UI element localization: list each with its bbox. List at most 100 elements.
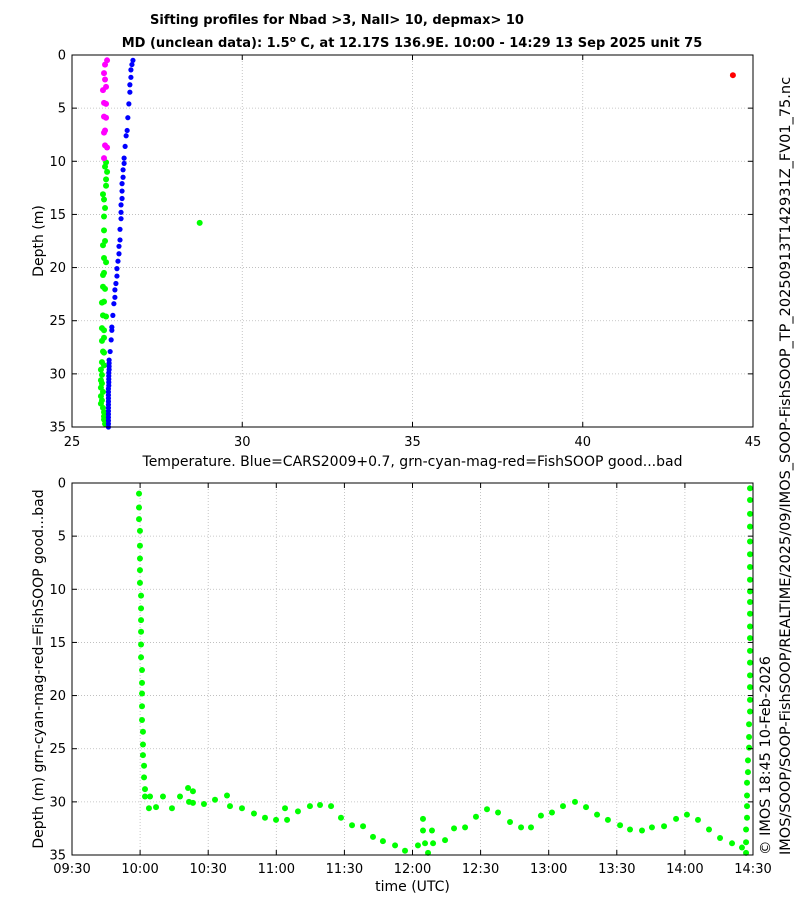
- data-point-blue: [118, 202, 124, 208]
- data-point-green: [139, 741, 146, 748]
- data-point-blue: [109, 327, 115, 333]
- data-point-blue: [116, 243, 122, 249]
- data-point-magenta: [104, 144, 111, 151]
- data-point-green: [747, 623, 753, 630]
- data-point-blue: [119, 188, 125, 194]
- data-point-green: [101, 409, 108, 416]
- data-point-green: [138, 592, 145, 599]
- data-point-blue: [122, 143, 128, 150]
- x-tick-label: 09:30: [53, 862, 90, 877]
- data-point-blue: [121, 160, 127, 167]
- data-point-magenta: [99, 87, 106, 94]
- data-point-blue: [114, 266, 120, 272]
- data-point-green: [101, 196, 108, 203]
- data-point-green: [537, 812, 544, 819]
- data-point-green: [102, 163, 109, 170]
- data-point-green: [744, 769, 751, 776]
- data-point-green: [430, 840, 437, 847]
- data-point-blue: [119, 195, 125, 202]
- data-point-green: [238, 805, 245, 812]
- data-point-green: [747, 610, 753, 617]
- data-point-green: [743, 839, 750, 846]
- x-axis-label: time (UTC): [375, 879, 450, 895]
- x-tick-label: 25: [64, 435, 81, 450]
- data-point-green: [694, 816, 701, 823]
- y-tick-label: 35: [49, 849, 66, 864]
- data-point-green: [747, 696, 753, 703]
- y-tick-label: 25: [49, 314, 66, 329]
- data-point-blue: [112, 294, 118, 300]
- data-point-red: [729, 72, 736, 79]
- copyright-annotation: © IMOS 18:45 10-Feb-2026: [758, 656, 774, 855]
- data-point-green: [189, 788, 196, 795]
- y-tick-label: 30: [49, 367, 66, 382]
- data-point-green: [159, 793, 166, 800]
- data-point-blue: [120, 174, 126, 180]
- data-point-green: [747, 510, 753, 517]
- data-point-green: [744, 757, 751, 764]
- data-point-green: [747, 647, 753, 654]
- y-tick-label: 5: [58, 102, 66, 117]
- data-point-green: [97, 366, 104, 373]
- data-point-green: [746, 744, 753, 751]
- file-path-annotation: IMOS/SOOP/SOOP-FishSOOP/REALTIME/2025/09…: [778, 77, 794, 855]
- data-point-green: [744, 814, 751, 821]
- y-tick-label: 25: [49, 742, 66, 757]
- x-tick-label: 12:30: [462, 862, 499, 877]
- data-point-magenta: [101, 155, 108, 162]
- data-point-green: [294, 808, 301, 815]
- data-point-green: [250, 810, 257, 817]
- data-point-green: [462, 824, 469, 831]
- data-point-magenta: [103, 100, 110, 107]
- data-point-blue: [117, 226, 123, 232]
- data-point-green: [306, 803, 313, 810]
- data-point-green: [212, 796, 219, 803]
- data-point-green: [284, 816, 291, 823]
- data-point-green: [138, 628, 145, 635]
- x-tick-label: 10:00: [121, 862, 158, 877]
- data-point-blue: [127, 82, 133, 88]
- data-point-green: [360, 823, 367, 830]
- data-point-blue: [127, 89, 133, 95]
- data-point-green: [639, 827, 645, 834]
- data-point-green: [103, 176, 110, 183]
- degree-superscript: o: [290, 35, 296, 45]
- data-point-green: [136, 516, 143, 523]
- data-point-green: [402, 847, 409, 854]
- data-point-blue: [128, 74, 134, 80]
- data-point-green: [717, 834, 724, 841]
- data-point-green: [617, 822, 624, 829]
- data-point-green: [139, 717, 146, 724]
- data-point-green: [747, 523, 753, 530]
- data-point-green: [548, 809, 555, 816]
- data-point-green: [495, 809, 502, 816]
- data-point-green: [746, 734, 753, 741]
- data-point-blue: [107, 348, 113, 355]
- data-point-blue: [115, 258, 121, 264]
- data-point-green: [101, 349, 108, 356]
- data-point-green: [102, 205, 109, 212]
- data-point-green: [136, 527, 143, 534]
- data-point-green: [139, 703, 146, 710]
- data-point-green: [101, 362, 108, 369]
- data-point-green: [527, 824, 534, 831]
- data-point-green: [147, 793, 154, 800]
- y-tick-label: 30: [49, 795, 66, 810]
- data-point-green: [168, 805, 175, 812]
- time-depth-plot: 09:30 10:00 10:30 11:00 11:30 12:00 12:30 13:00…: [31, 477, 772, 896]
- data-point-green: [747, 659, 753, 666]
- data-point-blue: [123, 133, 129, 139]
- data-point-green: [139, 667, 146, 674]
- data-point-blue: [117, 237, 123, 243]
- data-point-green: [317, 802, 324, 809]
- x-tick-label: 13:30: [598, 862, 635, 877]
- data-point-green: [392, 842, 399, 849]
- data-point-green: [99, 272, 106, 279]
- data-point-green: [744, 779, 751, 786]
- x-tick-label: 14:30: [734, 862, 771, 877]
- data-point-green: [747, 563, 753, 570]
- y-tick-label: 15: [49, 208, 66, 223]
- data-point-green: [349, 822, 356, 829]
- data-point-green: [99, 191, 106, 198]
